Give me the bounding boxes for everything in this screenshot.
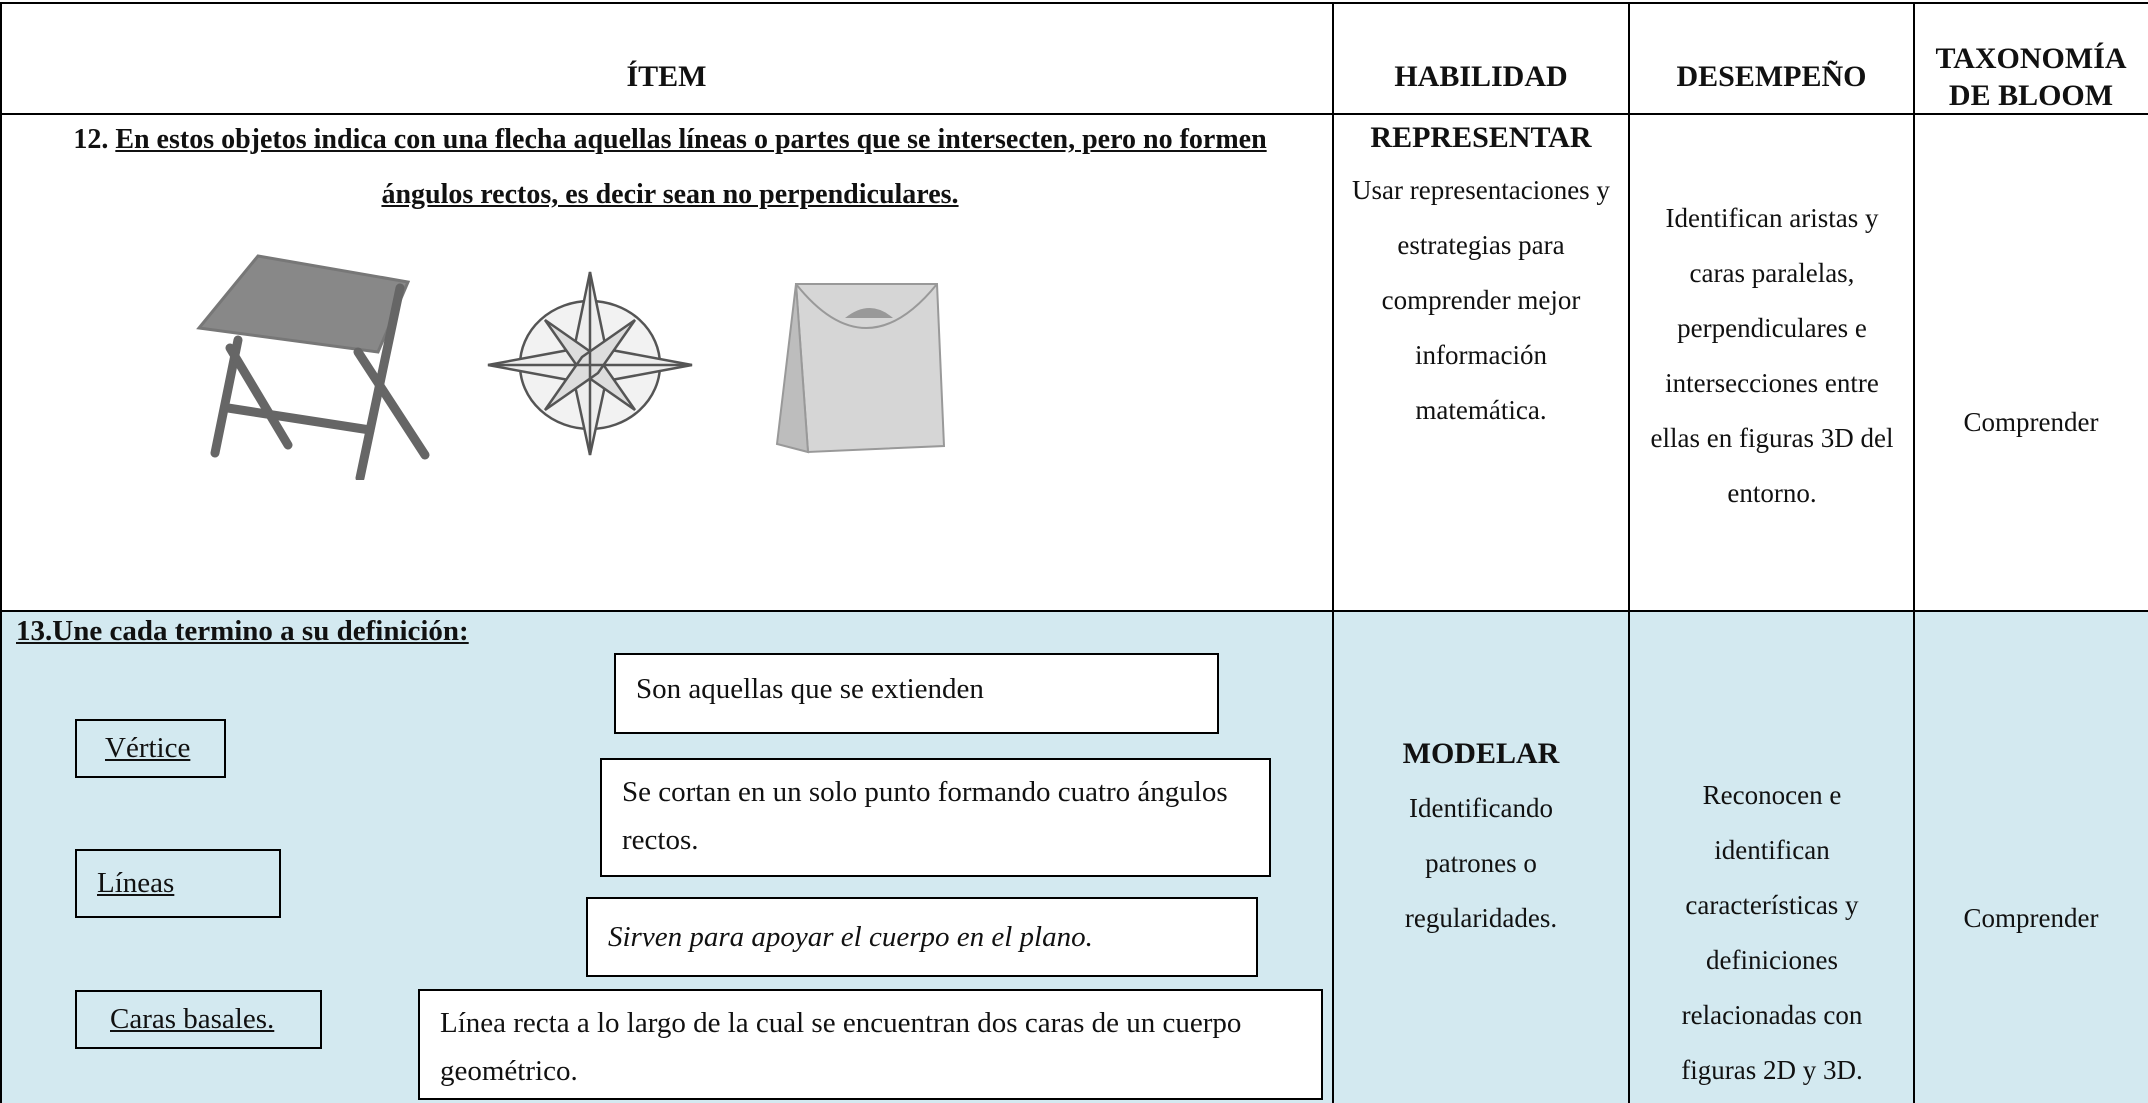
- definition: Línea recta a lo largo de la cual se enc…: [418, 989, 1323, 1100]
- border: [0, 113, 2148, 115]
- definition: Son aquellas que se extienden: [614, 653, 1219, 734]
- header-habilidad: HABILIDAD: [1394, 60, 1568, 93]
- border: [0, 2, 2, 1103]
- border: [1332, 2, 1334, 1103]
- header-taxonomia: TAXONOMÍA DE BLOOM: [1935, 42, 2127, 112]
- habilidad-text: Usar representaciones y estrategias para…: [1352, 175, 1610, 425]
- illustrations: [196, 254, 946, 480]
- habilidad-text: Identificando patrones o regularidades.: [1404, 793, 1558, 933]
- taxonomia: Comprender: [1963, 407, 2099, 437]
- question: 13.Une cada termino a su definición:: [16, 615, 469, 647]
- border: [1628, 2, 1630, 1103]
- desempeno: Identifican aristas y caras paralelas, p…: [1650, 203, 1894, 508]
- paper-bag: [775, 283, 946, 454]
- term: Líneas: [75, 849, 281, 918]
- compass-rose: [487, 271, 693, 456]
- question: 12. En estos objetos indica con una flec…: [30, 112, 1310, 222]
- folding-table: [196, 254, 430, 480]
- border: [0, 610, 2148, 612]
- definition: Se cortan en un solo punto formando cuat…: [600, 758, 1271, 877]
- habilidad-title: MODELAR: [1402, 737, 1560, 770]
- question-number: 12.: [73, 124, 109, 155]
- taxonomia: Comprender: [1963, 903, 2099, 933]
- header-item: ÍTEM: [626, 60, 707, 93]
- border: [0, 2, 2148, 4]
- header-desempeno: DESEMPEÑO: [1676, 60, 1867, 93]
- definition: Sirven para apoyar el cuerpo en el plano…: [586, 897, 1258, 977]
- habilidad-title: REPRESENTAR: [1370, 121, 1592, 154]
- question-text: En estos objetos indica con una flecha a…: [115, 124, 1267, 210]
- desempeno: Reconocen e identifican características …: [1681, 780, 1863, 1085]
- border: [1913, 2, 1915, 1103]
- term: Caras basales.: [75, 990, 322, 1049]
- term: Vértice: [75, 719, 226, 778]
